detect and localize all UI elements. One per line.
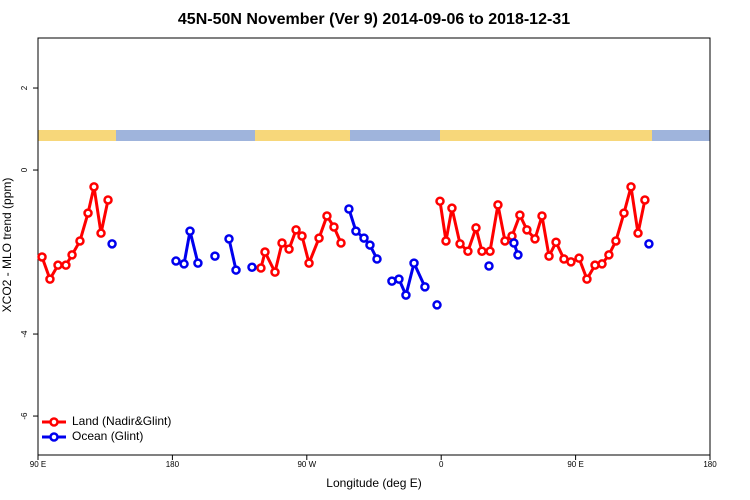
x-tick-label: 90 W: [297, 460, 316, 469]
data-point: [566, 257, 576, 267]
legend-label: Ocean (Glint): [72, 429, 143, 443]
data-point: [537, 211, 547, 221]
x-tick-label: 180: [166, 460, 180, 469]
data-point: [336, 238, 346, 248]
x-tick-label: 90 E: [567, 460, 583, 469]
plot-frame: [37, 37, 711, 456]
data-point: [53, 260, 63, 270]
data-point: [329, 222, 339, 232]
data-point: [61, 260, 71, 270]
data-point: [89, 182, 99, 192]
data-point: [644, 239, 654, 249]
data-point: [103, 195, 113, 205]
data-point: [551, 237, 561, 247]
data-point: [304, 258, 314, 268]
data-point: [193, 258, 203, 268]
data-point: [277, 238, 287, 248]
data-point: [351, 226, 361, 236]
data-point: [493, 200, 503, 210]
y-tick-label: 0: [20, 167, 29, 172]
data-point: [633, 228, 643, 238]
x-axis-label: Longitude (deg E): [326, 476, 421, 490]
data-point: [179, 259, 189, 269]
data-point: [530, 234, 540, 244]
data-point: [284, 244, 294, 254]
data-point: [247, 262, 257, 272]
data-point: [432, 300, 442, 310]
data-point: [485, 246, 495, 256]
data-point: [522, 225, 532, 235]
data-point: [484, 261, 494, 271]
data-point: [500, 236, 510, 246]
data-point: [544, 251, 554, 261]
data-point: [455, 239, 465, 249]
data-point: [45, 274, 55, 284]
data-point: [256, 263, 266, 273]
data-point: [231, 265, 241, 275]
data-point: [394, 274, 404, 284]
data-point: [314, 233, 324, 243]
data-point: [344, 204, 354, 214]
data-point: [409, 258, 419, 268]
data-point: [270, 267, 280, 277]
data-point: [611, 236, 621, 246]
data-point: [107, 239, 117, 249]
data-point: [171, 256, 181, 266]
data-point: [513, 250, 523, 260]
data-point: [260, 247, 270, 257]
series-line: [40, 186, 647, 283]
data-point: [297, 231, 307, 241]
data-point: [597, 259, 607, 269]
data-point: [435, 196, 445, 206]
legend-marker: [49, 432, 59, 442]
data-point: [574, 253, 584, 263]
data-point: [75, 236, 85, 246]
legend-label: Land (Nadir&Glint): [72, 414, 171, 428]
data-point: [359, 233, 369, 243]
data-point: [509, 238, 519, 248]
data-point: [619, 208, 629, 218]
data-point: [441, 236, 451, 246]
data-point: [365, 240, 375, 250]
legend-marker: [49, 417, 59, 427]
data-point: [224, 234, 234, 244]
chart-title: 45N-50N November (Ver 9) 2014-09-06 to 2…: [178, 11, 570, 28]
data-point: [37, 252, 47, 262]
y-tick-label: -4: [20, 330, 29, 338]
data-point: [582, 274, 592, 284]
data-point: [640, 195, 650, 205]
data-point: [515, 210, 525, 220]
data-point: [604, 250, 614, 260]
data-point: [67, 250, 77, 260]
data-point: [185, 226, 195, 236]
data-point: [291, 225, 301, 235]
land-ocean-strip: [38, 130, 710, 141]
x-tick-label: 180: [703, 460, 717, 469]
series-line: [176, 209, 649, 295]
data-point: [420, 282, 430, 292]
data-point: [447, 203, 457, 213]
data-point: [210, 251, 220, 261]
x-tick-label: 90 E: [30, 460, 46, 469]
data-point: [83, 208, 93, 218]
data-point: [96, 228, 106, 238]
data-point: [463, 246, 473, 256]
data-point: [471, 223, 481, 233]
data-point: [322, 211, 332, 221]
y-axis-label: XCO2 - MLO trend (ppm): [0, 178, 14, 313]
x-tick-label: 0: [439, 460, 444, 469]
y-tick-label: -6: [20, 412, 29, 420]
data-point: [401, 290, 411, 300]
data-point: [626, 182, 636, 192]
data-point: [477, 246, 487, 256]
data-point: [372, 254, 382, 264]
y-tick-label: 2: [20, 85, 29, 90]
